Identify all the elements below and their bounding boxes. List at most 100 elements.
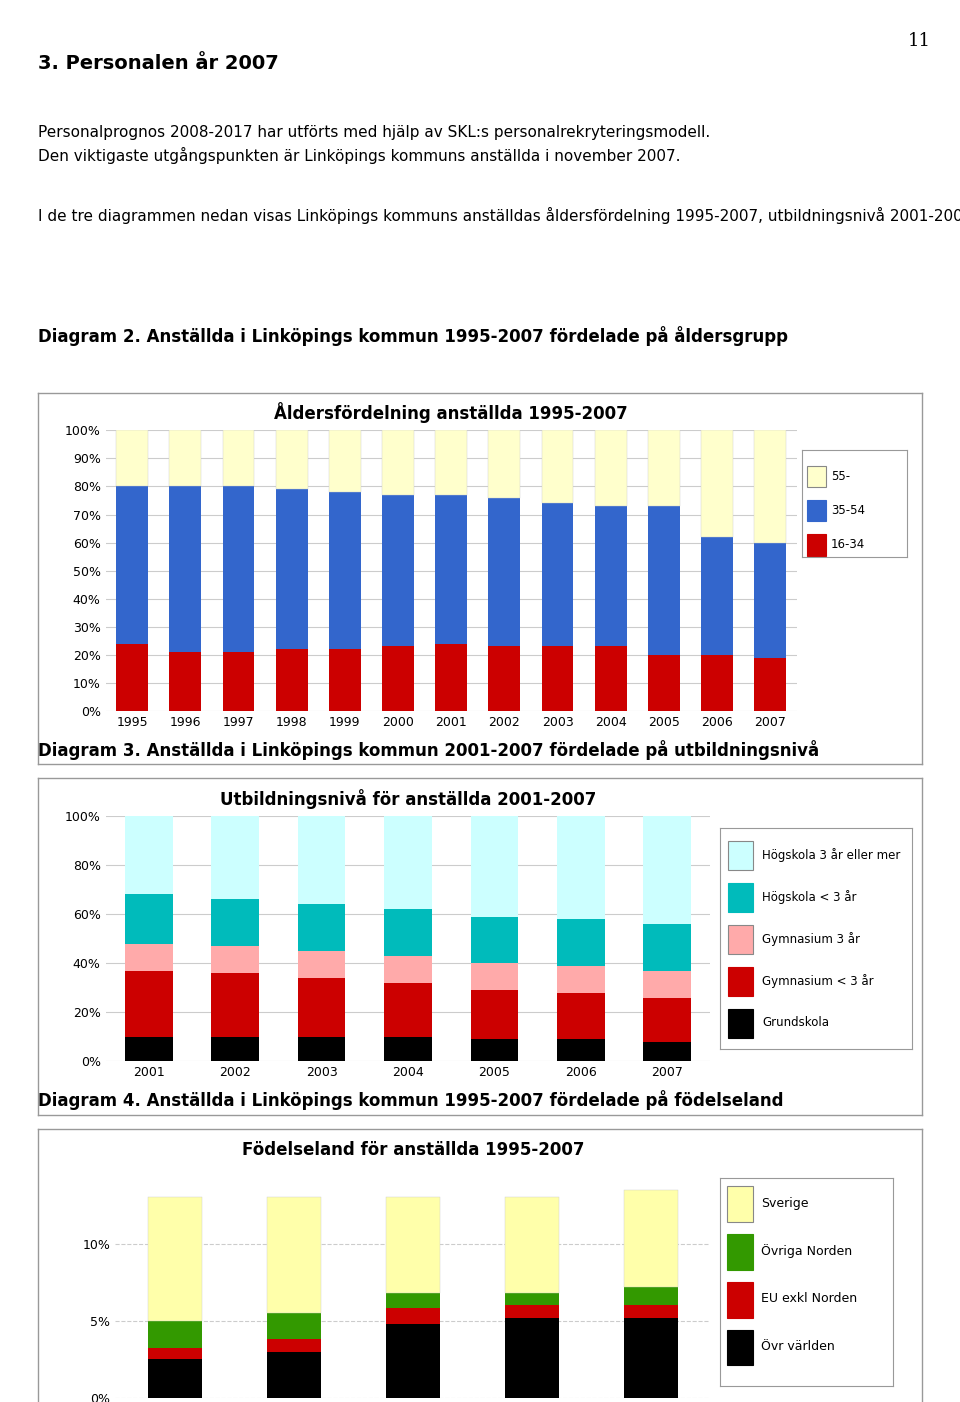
- Text: Gymnasium 3 år: Gymnasium 3 år: [762, 932, 860, 945]
- Bar: [624, 1189, 678, 1287]
- Bar: [727, 1234, 753, 1270]
- Bar: [211, 1037, 259, 1061]
- Bar: [470, 917, 518, 963]
- Text: 55-: 55-: [831, 470, 851, 484]
- Bar: [148, 1321, 202, 1349]
- Bar: [806, 501, 826, 522]
- Bar: [648, 655, 680, 711]
- Bar: [489, 430, 520, 498]
- Bar: [267, 1352, 321, 1398]
- Bar: [382, 495, 414, 646]
- Text: Övr världen: Övr världen: [761, 1340, 835, 1353]
- Bar: [223, 652, 254, 711]
- Bar: [806, 465, 826, 488]
- Bar: [728, 841, 753, 871]
- Bar: [211, 973, 259, 1037]
- Bar: [148, 1349, 202, 1360]
- Bar: [624, 1318, 678, 1398]
- Bar: [386, 1323, 440, 1398]
- Bar: [298, 816, 346, 904]
- Title: Födelseland för anställda 1995-2007: Födelseland för anställda 1995-2007: [242, 1141, 584, 1159]
- Text: EU exkl Norden: EU exkl Norden: [761, 1293, 857, 1305]
- Bar: [382, 430, 414, 495]
- Bar: [211, 900, 259, 946]
- Bar: [648, 506, 680, 655]
- Bar: [806, 534, 826, 555]
- Bar: [643, 970, 691, 998]
- Bar: [505, 1318, 559, 1398]
- Bar: [595, 506, 627, 646]
- Text: 3. Personalen år 2007: 3. Personalen år 2007: [38, 55, 279, 73]
- Bar: [505, 1197, 559, 1293]
- Bar: [125, 970, 173, 1037]
- Bar: [728, 967, 753, 995]
- Bar: [298, 1037, 346, 1061]
- Text: I de tre diagrammen nedan visas Linköpings kommuns anställdas åldersfördelning 1: I de tre diagrammen nedan visas Linköpin…: [38, 207, 960, 224]
- Bar: [125, 1037, 173, 1061]
- Bar: [643, 924, 691, 970]
- Text: Sverige: Sverige: [761, 1196, 809, 1210]
- Bar: [541, 430, 573, 503]
- Bar: [648, 430, 680, 506]
- Bar: [267, 1339, 321, 1352]
- Bar: [541, 503, 573, 646]
- Bar: [298, 904, 346, 951]
- Bar: [701, 537, 733, 655]
- Bar: [125, 816, 173, 894]
- Bar: [470, 963, 518, 990]
- Bar: [470, 990, 518, 1039]
- Bar: [557, 1039, 605, 1061]
- Bar: [728, 925, 753, 955]
- Text: Diagram 2. Anställda i Linköpings kommun 1995-2007 fördelade på åldersgrupp: Diagram 2. Anställda i Linköpings kommun…: [38, 325, 788, 346]
- Text: 16-34: 16-34: [831, 538, 865, 551]
- Bar: [386, 1308, 440, 1323]
- Bar: [755, 543, 786, 658]
- Bar: [211, 816, 259, 900]
- Bar: [384, 1037, 432, 1061]
- Bar: [169, 486, 202, 652]
- Bar: [116, 430, 148, 486]
- Bar: [435, 430, 468, 495]
- Bar: [276, 489, 307, 649]
- Bar: [148, 1197, 202, 1321]
- Bar: [728, 883, 753, 913]
- Bar: [223, 430, 254, 486]
- Bar: [384, 983, 432, 1037]
- Text: 11: 11: [908, 32, 931, 50]
- Bar: [169, 652, 202, 711]
- Bar: [329, 430, 361, 492]
- Bar: [728, 1009, 753, 1037]
- Bar: [727, 1186, 753, 1221]
- Text: Högskola 3 år eller mer: Högskola 3 år eller mer: [762, 848, 900, 862]
- Bar: [470, 816, 518, 917]
- Bar: [489, 498, 520, 646]
- Bar: [386, 1293, 440, 1308]
- Bar: [701, 655, 733, 711]
- Text: Diagram 4. Anställda i Linköpings kommun 1995-2007 fördelade på födelseland: Diagram 4. Anställda i Linköpings kommun…: [38, 1091, 784, 1110]
- Bar: [557, 966, 605, 993]
- Bar: [727, 1330, 753, 1366]
- Bar: [223, 486, 254, 652]
- Text: Personalprognos 2008-2017 har utförts med hjälp av SKL:s personalrekryteringsmod: Personalprognos 2008-2017 har utförts me…: [38, 125, 710, 164]
- Bar: [557, 816, 605, 920]
- Bar: [267, 1314, 321, 1339]
- Bar: [624, 1305, 678, 1318]
- Bar: [125, 894, 173, 944]
- Bar: [125, 944, 173, 970]
- Text: Grundskola: Grundskola: [762, 1016, 829, 1029]
- Title: Utbildningsnivå för anställda 2001-2007: Utbildningsnivå för anställda 2001-2007: [220, 789, 596, 809]
- Text: 35-54: 35-54: [831, 505, 865, 517]
- Text: Diagram 3. Anställda i Linköpings kommun 2001-2007 fördelade på utbildningsnivå: Diagram 3. Anställda i Linköpings kommun…: [38, 740, 820, 760]
- Bar: [557, 993, 605, 1039]
- Bar: [595, 646, 627, 711]
- Bar: [384, 956, 432, 983]
- Bar: [267, 1197, 321, 1314]
- Bar: [329, 492, 361, 649]
- Bar: [435, 495, 468, 644]
- Bar: [435, 644, 468, 711]
- Bar: [755, 430, 786, 543]
- Bar: [298, 951, 346, 979]
- Bar: [557, 920, 605, 966]
- Bar: [489, 646, 520, 711]
- Bar: [116, 644, 148, 711]
